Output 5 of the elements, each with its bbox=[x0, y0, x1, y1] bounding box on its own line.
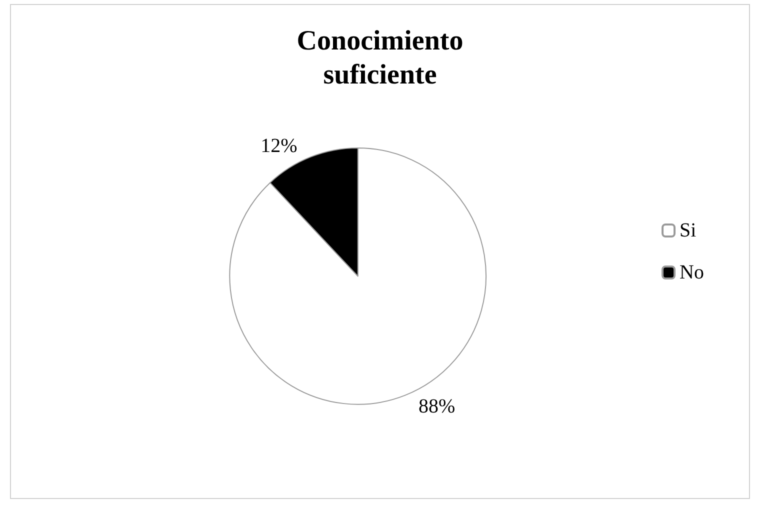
data-label: 12% bbox=[260, 134, 298, 157]
data-label: 88% bbox=[418, 395, 456, 418]
legend-label: No bbox=[680, 262, 704, 284]
chart-title: Conocimiento suficiente bbox=[296, 26, 464, 90]
legend-label: Si bbox=[680, 220, 697, 242]
